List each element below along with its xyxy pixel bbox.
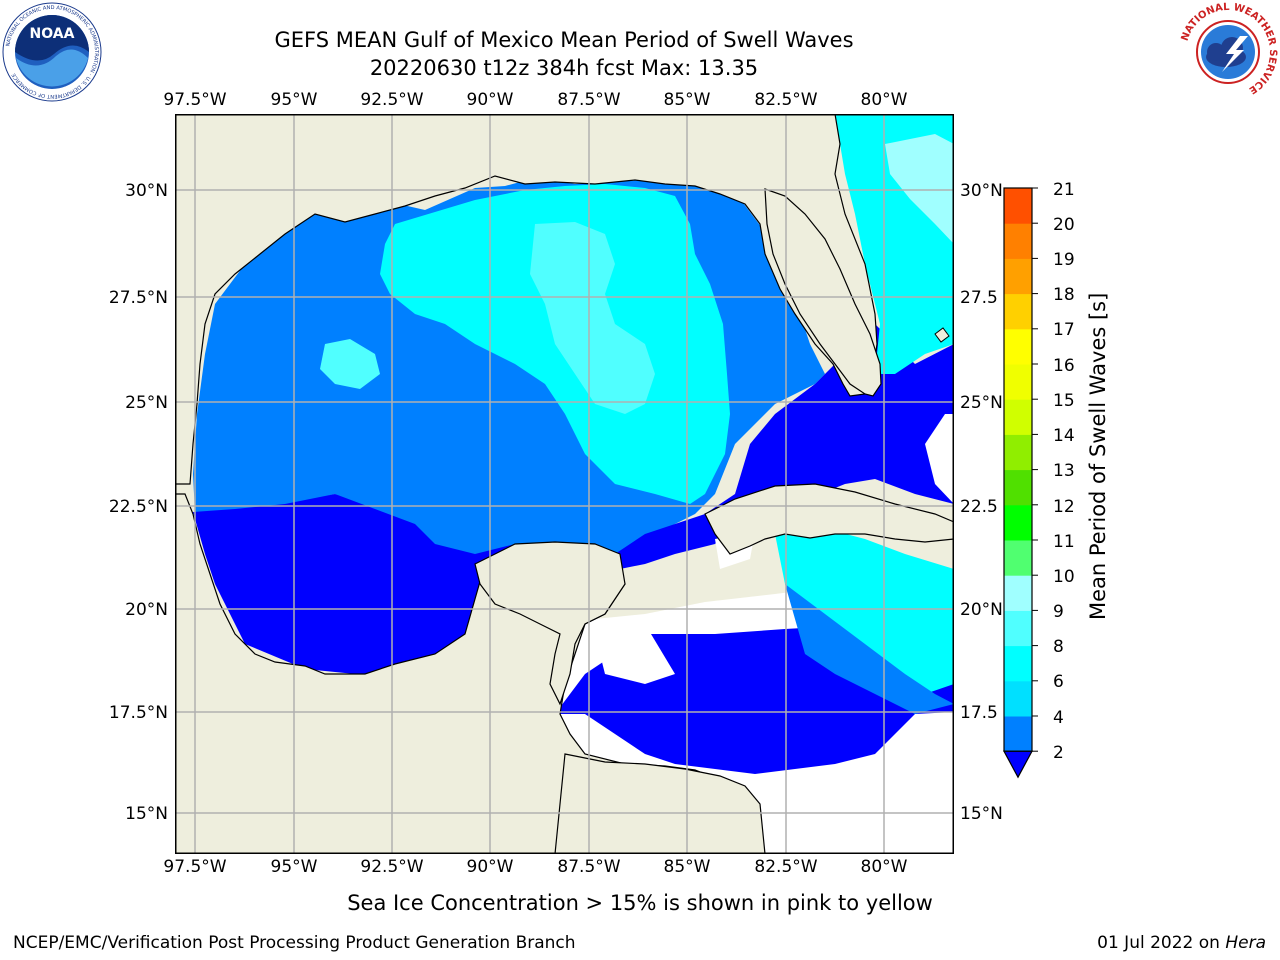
colorbar bbox=[990, 180, 1050, 790]
lat-label-left: 25°N bbox=[125, 393, 168, 413]
colorbar-segment bbox=[1004, 258, 1032, 295]
colorbar-tick-label: 6 bbox=[1053, 672, 1064, 692]
colorbar-tick-label: 12 bbox=[1053, 497, 1075, 517]
gulf-zone-6s bbox=[530, 222, 655, 414]
lon-label-top: 85°W bbox=[663, 90, 711, 110]
lat-label-right: 17.5 bbox=[960, 703, 998, 723]
colorbar-segment bbox=[1004, 328, 1032, 365]
colorbar-segment bbox=[1004, 434, 1032, 471]
lat-label-right: 20°N bbox=[960, 600, 1003, 620]
colorbar-segment bbox=[1004, 188, 1032, 224]
caribbean-zone-2s bbox=[785, 584, 954, 714]
lon-label-bottom: 92.5°W bbox=[360, 857, 424, 877]
no-data-patch bbox=[925, 414, 954, 504]
lat-label-left: 15°N bbox=[125, 804, 168, 824]
footer-date-text: 01 Jul 2022 on bbox=[1097, 933, 1226, 953]
colorbar-tick-label: 13 bbox=[1053, 461, 1075, 481]
land-florida bbox=[764, 188, 882, 397]
colorbar-segment bbox=[1004, 399, 1032, 435]
map-frame bbox=[175, 114, 954, 854]
colorbar-tick-label: 9 bbox=[1053, 602, 1064, 622]
land-yucatan bbox=[474, 541, 626, 706]
lat-label-right: 30°N bbox=[960, 181, 1003, 201]
colorbar-tick-label: 17 bbox=[1053, 320, 1075, 340]
colorbar-segment bbox=[1004, 716, 1032, 752]
chart-subtitle: 20220630 t12z 384h fcst Max: 13.35 bbox=[369, 56, 759, 80]
colorbar-tick-label: 10 bbox=[1053, 567, 1075, 587]
colorbar-segment bbox=[1004, 469, 1032, 506]
lon-label-top: 92.5°W bbox=[360, 90, 424, 110]
land-central-america bbox=[554, 753, 766, 855]
colorbar-tick-label: 21 bbox=[1053, 180, 1075, 200]
land-us bbox=[174, 113, 954, 485]
footer-host: Hera bbox=[1225, 933, 1266, 953]
lat-label-left: 30°N bbox=[125, 181, 168, 201]
caribbean-zone bbox=[775, 526, 954, 694]
lon-label-bottom: 85°W bbox=[663, 857, 711, 877]
gulf-zone-6s bbox=[320, 339, 380, 389]
lon-label-bottom: 87.5°W bbox=[557, 857, 621, 877]
chart-title: GEFS MEAN Gulf of Mexico Mean Period of … bbox=[274, 28, 854, 52]
noaa-logo-text: NOAA bbox=[30, 26, 75, 42]
no-data-patch bbox=[595, 624, 675, 684]
colorbar-segment bbox=[1004, 504, 1032, 541]
colorbar-segment bbox=[1004, 293, 1032, 330]
lon-label-top: 87.5°W bbox=[557, 90, 621, 110]
lon-label-top: 82.5°W bbox=[754, 90, 818, 110]
colorbar-segment bbox=[1004, 680, 1032, 717]
colorbar-tick-label: 4 bbox=[1053, 708, 1064, 728]
colorbar-extend-triangle bbox=[1002, 750, 1034, 779]
colorbar-tick-label: 11 bbox=[1053, 532, 1075, 552]
colorbar-segment bbox=[1004, 223, 1032, 259]
lon-label-top: 95°W bbox=[270, 90, 318, 110]
colorbar-segment bbox=[1004, 364, 1032, 400]
sea-ice-note-text: Sea Ice Concentration > 15% is shown in … bbox=[347, 891, 933, 915]
lon-label-top: 80°W bbox=[860, 90, 908, 110]
lon-label-bottom: 97.5°W bbox=[163, 857, 227, 877]
lon-label-top: 90°W bbox=[466, 90, 514, 110]
colorbar-tick-label: 20 bbox=[1053, 215, 1075, 235]
gulf-zone-0s bbox=[193, 324, 954, 774]
colorbar-segment bbox=[1004, 610, 1032, 647]
colorbar-tick-label: 2 bbox=[1053, 743, 1064, 763]
lon-label-bottom: 95°W bbox=[270, 857, 318, 877]
footer-credit: NCEP/EMC/Verification Post Processing Pr… bbox=[13, 933, 576, 953]
map-panel bbox=[174, 113, 955, 855]
lon-label-bottom: 82.5°W bbox=[754, 857, 818, 877]
atlantic-zone-light bbox=[885, 134, 954, 244]
sea-ice-note: Sea Ice Concentration > 15% is shown in … bbox=[0, 891, 1280, 915]
colorbar-tick-label: 14 bbox=[1053, 426, 1075, 446]
lat-label-right: 27.5 bbox=[960, 288, 998, 308]
colorbar-tick-label: 16 bbox=[1053, 356, 1075, 376]
noaa-logo: NOAA NATIONAL OCEANIC AND ATMOSPHERIC AD… bbox=[2, 2, 102, 102]
colorbar-svg bbox=[1002, 187, 1038, 779]
lon-label-bottom: 80°W bbox=[860, 857, 908, 877]
lat-label-left: 22.5°N bbox=[108, 497, 168, 517]
lon-label-top: 97.5°W bbox=[163, 90, 227, 110]
lat-label-left: 20°N bbox=[125, 600, 168, 620]
nws-logo: NATIONAL WEATHER SERVICE bbox=[1178, 2, 1278, 102]
lat-label-left: 27.5°N bbox=[108, 288, 168, 308]
lon-label-bottom: 90°W bbox=[466, 857, 514, 877]
colorbar-label: Mean Period of Swell Waves [s] bbox=[1086, 292, 1110, 620]
colorbar-segment bbox=[1004, 540, 1032, 576]
footer-date: 01 Jul 2022 on Hera bbox=[1097, 933, 1266, 953]
colorbar-tick-label: 8 bbox=[1053, 637, 1064, 657]
lat-label-right: 22.5 bbox=[960, 497, 998, 517]
lat-label-left: 17.5°N bbox=[108, 703, 168, 723]
colorbar-segment bbox=[1004, 575, 1032, 611]
gridlines bbox=[175, 114, 954, 854]
land-bahamas bbox=[934, 327, 950, 343]
colorbar-tick-label: 18 bbox=[1053, 285, 1075, 305]
lat-label-right: 15°N bbox=[960, 804, 1003, 824]
colorbar-tick-label: 19 bbox=[1053, 250, 1075, 270]
map-svg bbox=[174, 113, 955, 855]
colorbar-segment bbox=[1004, 645, 1032, 682]
colorbar-tick-label: 15 bbox=[1053, 391, 1075, 411]
land-cuba bbox=[704, 483, 955, 555]
lat-label-right: 25°N bbox=[960, 393, 1003, 413]
